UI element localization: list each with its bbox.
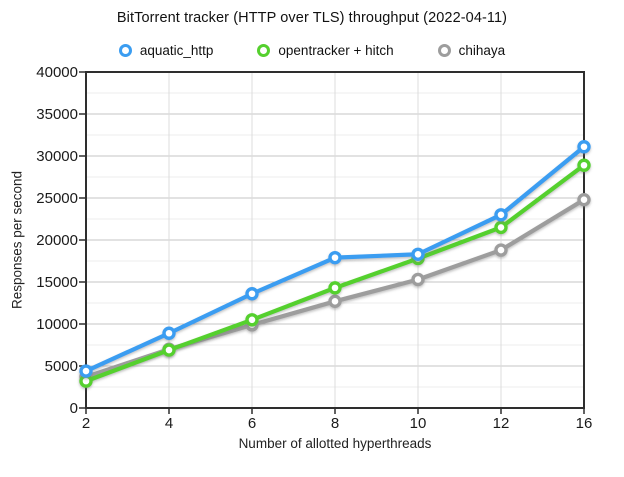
svg-text:0: 0: [70, 400, 78, 417]
svg-text:10000: 10000: [36, 316, 78, 333]
svg-text:20000: 20000: [36, 232, 78, 249]
legend-item-opentracker-hitch: opentracker + hitch: [257, 42, 394, 58]
svg-text:5000: 5000: [45, 358, 78, 375]
svg-text:30000: 30000: [36, 148, 78, 165]
svg-text:12: 12: [493, 415, 510, 432]
svg-text:35000: 35000: [36, 106, 78, 123]
legend-item-chihaya: chihaya: [437, 42, 506, 58]
chart-legend: aquatic_http opentracker + hitch chihaya: [0, 41, 624, 59]
legend-marker-icon: [437, 43, 451, 57]
svg-text:10: 10: [410, 415, 427, 432]
legend-item-aquatic-http: aquatic_http: [118, 42, 214, 58]
svg-text:2: 2: [82, 415, 90, 432]
legend-item-label: opentracker + hitch: [278, 42, 394, 58]
legend-marker-icon: [118, 43, 132, 57]
svg-text:16: 16: [576, 415, 593, 432]
svg-text:6: 6: [248, 415, 256, 432]
svg-text:40000: 40000: [36, 64, 78, 81]
x-axis-title: Number of allotted hyperthreads: [238, 436, 432, 451]
chart-title: BitTorrent tracker (HTTP over TLS) throu…: [116, 10, 508, 26]
svg-text:25000: 25000: [36, 190, 78, 207]
legend-marker-icon: [257, 43, 271, 57]
y-axis-title: Responses per second: [9, 170, 25, 310]
legend-item-label: aquatic_http: [139, 42, 214, 58]
svg-text:8: 8: [331, 415, 339, 432]
svg-text:4: 4: [165, 415, 173, 432]
legend-item-label: chihaya: [458, 42, 506, 58]
svg-text:15000: 15000: [36, 274, 78, 291]
